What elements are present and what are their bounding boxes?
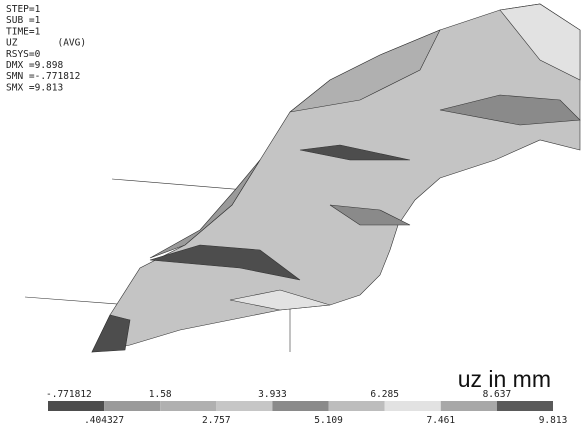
legend-label: 9.813 bbox=[539, 415, 568, 426]
legend-swatch bbox=[441, 401, 497, 411]
info-line: TIME=1 bbox=[6, 26, 41, 37]
info-line: RSYS=0 bbox=[6, 49, 41, 60]
color-legend: -.771812 .404327 1.58 2.757 3.933 5.109 6.285 7… bbox=[46, 389, 567, 426]
info-line: SMN =-.771812 bbox=[6, 71, 80, 82]
surface-band bbox=[92, 315, 130, 352]
legend-swatch bbox=[48, 401, 104, 411]
legend-label: -.771812 bbox=[46, 389, 92, 400]
legend-label: 8.637 bbox=[483, 389, 512, 400]
legend-label: 6.285 bbox=[370, 389, 399, 400]
legend-label: 7.461 bbox=[426, 415, 455, 426]
legend-swatch bbox=[216, 401, 272, 411]
legend-label: 3.933 bbox=[258, 389, 287, 400]
model bbox=[25, 4, 580, 352]
legend-label: 1.58 bbox=[149, 389, 172, 400]
surface bbox=[92, 4, 580, 352]
info-line: SUB =1 bbox=[6, 15, 41, 26]
legend-swatch bbox=[160, 401, 216, 411]
legend-swatch bbox=[272, 401, 328, 411]
legend-label: 2.757 bbox=[202, 415, 231, 426]
legend-swatch bbox=[329, 401, 385, 411]
legend-swatch bbox=[104, 401, 160, 411]
info-line: DMX =9.898 bbox=[6, 60, 63, 71]
info-line: UZ (AVG) bbox=[6, 38, 86, 49]
screenshot: STEP=1SUB =1TIME=1UZ (AVG)RSYS=0DMX =9.8… bbox=[0, 0, 585, 436]
legend-swatch bbox=[497, 401, 553, 411]
legend-label: .404327 bbox=[84, 415, 124, 426]
info-line: STEP=1 bbox=[6, 4, 41, 15]
info-line: SMX =9.813 bbox=[6, 82, 63, 93]
legend-swatch bbox=[385, 401, 441, 411]
legend-label: 5.109 bbox=[314, 415, 343, 426]
